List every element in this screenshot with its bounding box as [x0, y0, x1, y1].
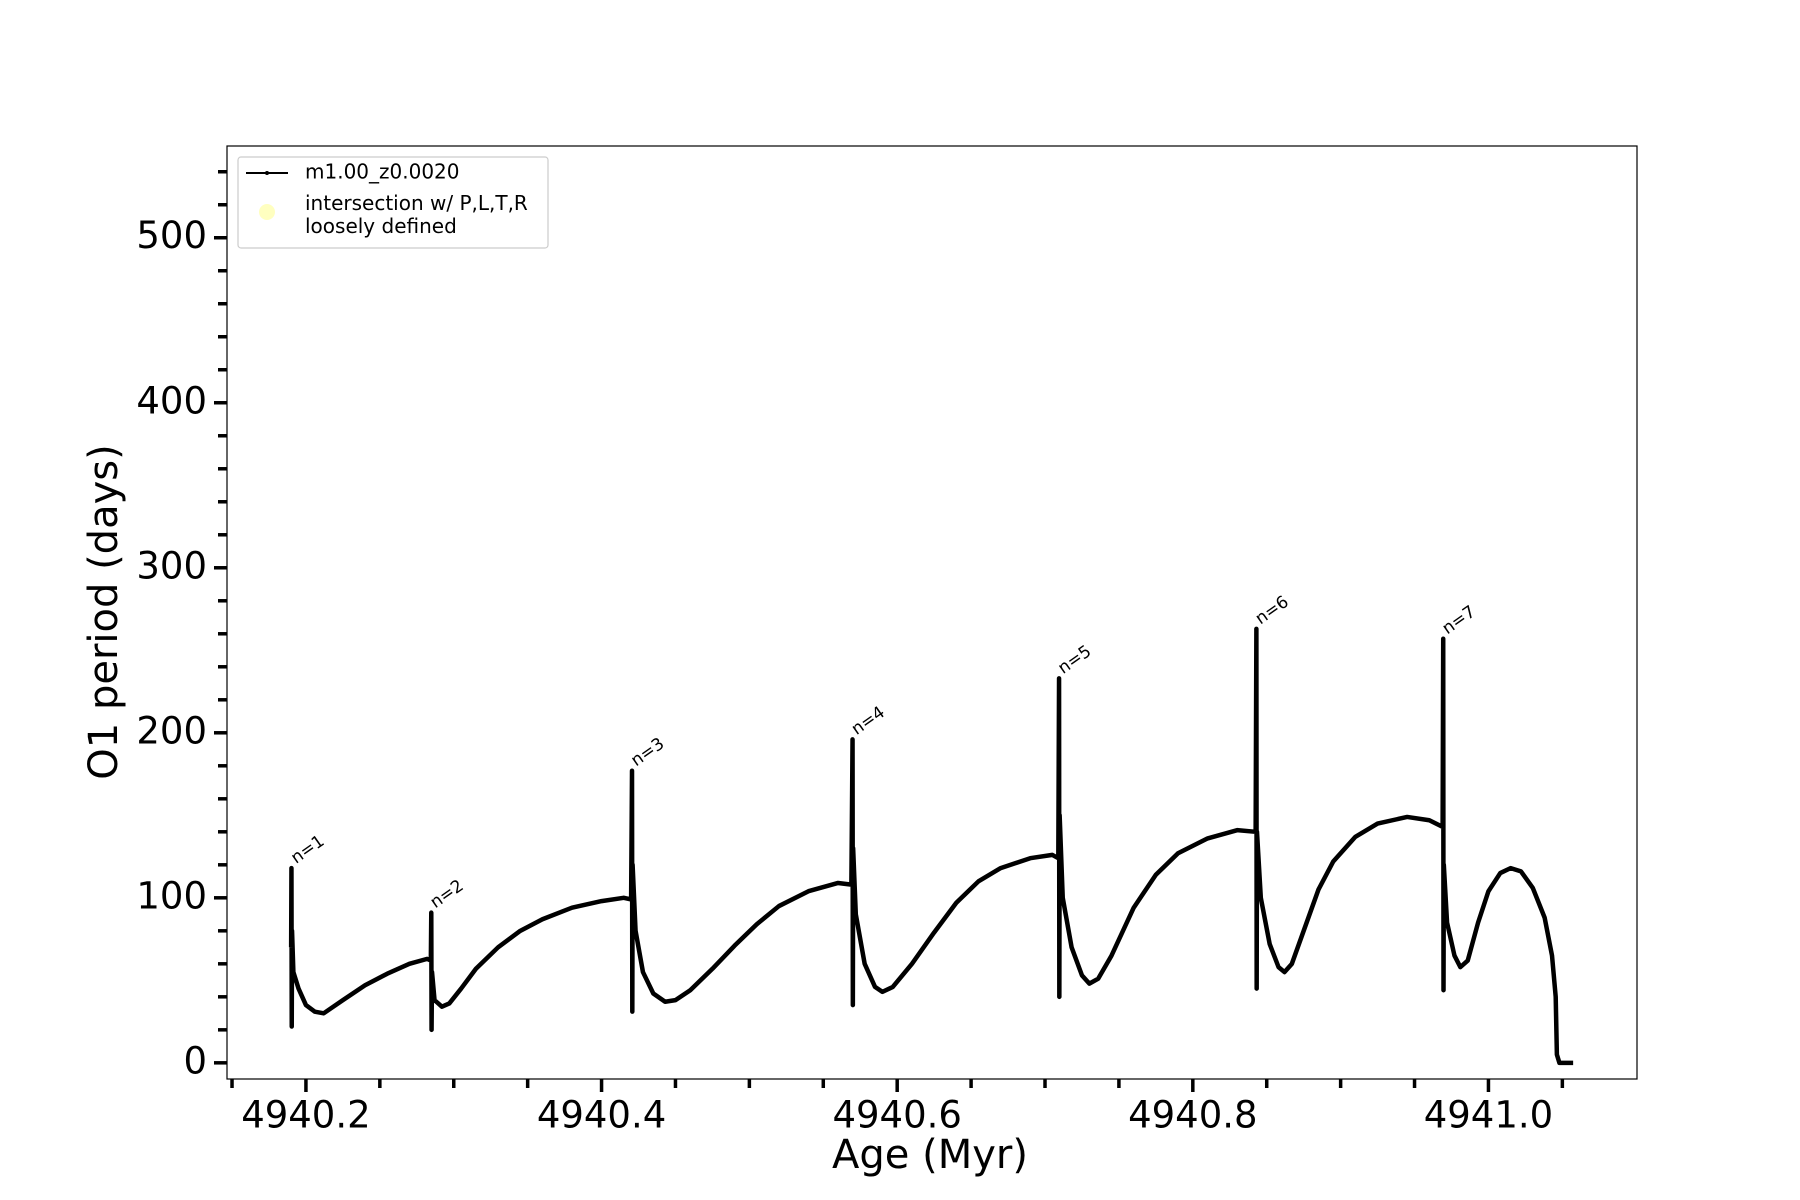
x-axis-label: Age (Myr): [832, 1132, 1028, 1178]
x-tick-label: 4940.4: [537, 1094, 666, 1137]
y-tick-label: 400: [136, 379, 207, 422]
annotation: n=6: [1252, 592, 1293, 629]
annotation: n=4: [848, 703, 889, 740]
plot-frame: [226, 145, 1638, 1080]
annotation: n=7: [1439, 602, 1480, 639]
y-tick-label: 300: [136, 544, 207, 587]
y-tick-label: 200: [136, 709, 207, 752]
annotation: n=3: [627, 734, 668, 771]
y-tick-label: 500: [136, 214, 207, 257]
legend: m1.00_z0.0020 intersection w/ P,L,T,R loos…: [237, 156, 549, 249]
x-tick-label: 4940.6: [832, 1094, 961, 1137]
x-tick-label: 4940.2: [241, 1094, 370, 1137]
legend-marker: [265, 171, 269, 175]
y-tick-label: 100: [136, 874, 207, 917]
legend-label: m1.00_z0.0020: [305, 160, 460, 184]
x-tick-label: 4941.0: [1424, 1094, 1553, 1137]
annotation: n=5: [1054, 641, 1095, 678]
annotation: n=1: [287, 831, 328, 868]
legend-label: intersection w/ P,L,T,R loosely defined: [305, 191, 528, 238]
annotation: n=2: [427, 876, 468, 913]
data-line: [288, 626, 1574, 1066]
y-tick-label: 0: [183, 1039, 207, 1082]
x-tick-label: 4940.8: [1128, 1094, 1257, 1137]
y-axis-label: O1 period (days): [81, 444, 127, 779]
legend-marker: [259, 204, 275, 220]
legend-box: [237, 156, 549, 249]
